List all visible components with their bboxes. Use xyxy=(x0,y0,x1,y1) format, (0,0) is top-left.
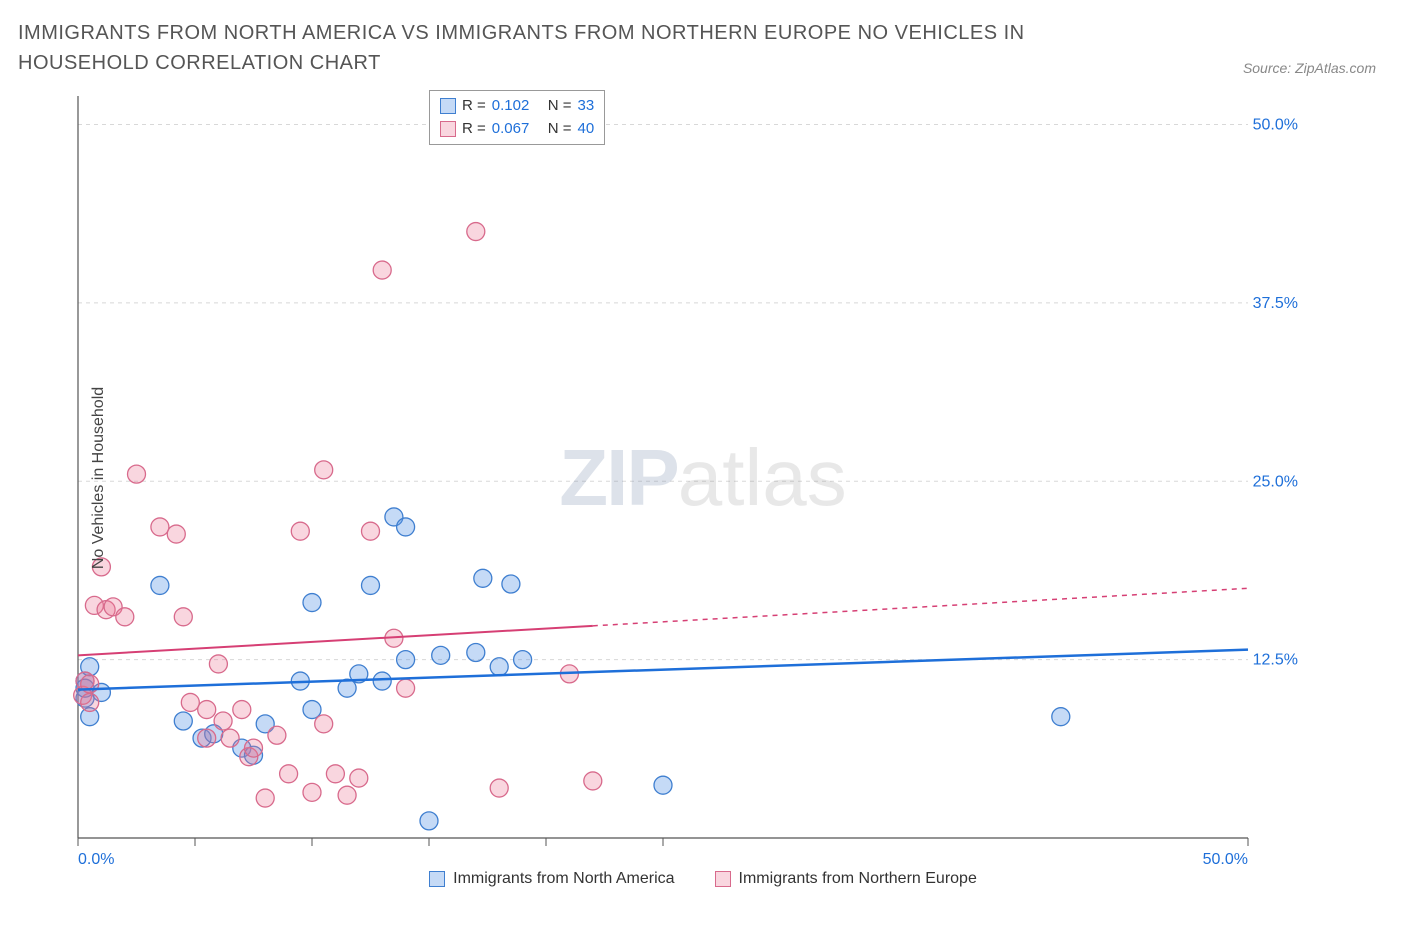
scatter-point xyxy=(81,693,99,711)
scatter-point xyxy=(490,779,508,797)
stats-legend-box: R = 0.102 N = 33 R = 0.067 N = 40 xyxy=(429,90,605,145)
trend-line-dashed xyxy=(593,588,1248,626)
scatter-point xyxy=(116,608,134,626)
scatter-point xyxy=(362,576,380,594)
scatter-plot: 12.5% 25.0% 37.5% 50.0% 0.0% 50.0% xyxy=(18,88,1318,868)
stat-r-label: R = xyxy=(462,95,486,118)
scatter-point xyxy=(291,522,309,540)
scatter-point xyxy=(214,712,232,730)
legend-label: Immigrants from North America xyxy=(453,870,674,888)
scatter-point xyxy=(502,575,520,593)
stat-r-value: 0.102 xyxy=(492,95,542,118)
trend-line xyxy=(78,650,1248,690)
scatter-point xyxy=(128,465,146,483)
scatter-point xyxy=(420,812,438,830)
bottom-legend: Immigrants from North America Immigrants … xyxy=(18,870,1388,888)
scatter-point xyxy=(362,522,380,540)
source-label: Source: ZipAtlas.com xyxy=(1243,60,1376,76)
chart-container: No Vehicles in Household 12.5% 25.0% 37.5%… xyxy=(18,88,1388,868)
scatter-point xyxy=(373,261,391,279)
svg-text:50.0%: 50.0% xyxy=(1203,851,1248,868)
legend-item: Immigrants from Northern Europe xyxy=(715,870,977,888)
legend-swatch xyxy=(429,871,445,887)
legend-item: Immigrants from North America xyxy=(429,870,674,888)
scatter-point xyxy=(256,789,274,807)
legend-label: Immigrants from Northern Europe xyxy=(739,870,977,888)
scatter-point xyxy=(209,655,227,673)
scatter-point xyxy=(151,518,169,536)
scatter-point xyxy=(490,658,508,676)
scatter-point xyxy=(338,786,356,804)
legend-swatch xyxy=(715,871,731,887)
stat-n-value: 40 xyxy=(578,118,595,141)
stat-n-value: 33 xyxy=(578,95,595,118)
scatter-point xyxy=(174,712,192,730)
scatter-point xyxy=(198,729,216,747)
stat-n-label: N = xyxy=(548,118,572,141)
legend-swatch xyxy=(440,98,456,114)
scatter-point xyxy=(198,701,216,719)
scatter-point xyxy=(315,461,333,479)
stat-r-value: 0.067 xyxy=(492,118,542,141)
stat-row: R = 0.102 N = 33 xyxy=(440,95,594,118)
scatter-point xyxy=(350,769,368,787)
y-axis-label: No Vehicles in Household xyxy=(90,387,108,569)
scatter-point xyxy=(268,726,286,744)
svg-text:50.0%: 50.0% xyxy=(1253,117,1298,134)
scatter-point xyxy=(467,223,485,241)
svg-text:0.0%: 0.0% xyxy=(78,851,114,868)
scatter-point xyxy=(397,651,415,669)
scatter-point xyxy=(397,679,415,697)
svg-text:37.5%: 37.5% xyxy=(1253,295,1298,312)
svg-text:25.0%: 25.0% xyxy=(1253,473,1298,490)
scatter-point xyxy=(474,569,492,587)
scatter-point xyxy=(151,576,169,594)
scatter-point xyxy=(174,608,192,626)
scatter-point xyxy=(326,765,344,783)
scatter-point xyxy=(397,518,415,536)
scatter-point xyxy=(514,651,532,669)
scatter-point xyxy=(233,701,251,719)
scatter-point xyxy=(167,525,185,543)
stat-n-label: N = xyxy=(548,95,572,118)
scatter-point xyxy=(315,715,333,733)
stat-row: R = 0.067 N = 40 xyxy=(440,118,594,141)
scatter-point xyxy=(1052,708,1070,726)
scatter-point xyxy=(432,646,450,664)
scatter-point xyxy=(221,729,239,747)
legend-swatch xyxy=(440,121,456,137)
scatter-point xyxy=(245,739,263,757)
scatter-point xyxy=(181,693,199,711)
trend-line xyxy=(78,626,593,656)
scatter-point xyxy=(654,776,672,794)
scatter-point xyxy=(467,644,485,662)
scatter-point xyxy=(303,594,321,612)
scatter-point xyxy=(584,772,602,790)
svg-text:12.5%: 12.5% xyxy=(1253,652,1298,669)
scatter-point xyxy=(280,765,298,783)
scatter-point xyxy=(373,672,391,690)
chart-title: IMMIGRANTS FROM NORTH AMERICA VS IMMIGRA… xyxy=(18,18,1118,78)
stat-r-label: R = xyxy=(462,118,486,141)
scatter-point xyxy=(303,783,321,801)
